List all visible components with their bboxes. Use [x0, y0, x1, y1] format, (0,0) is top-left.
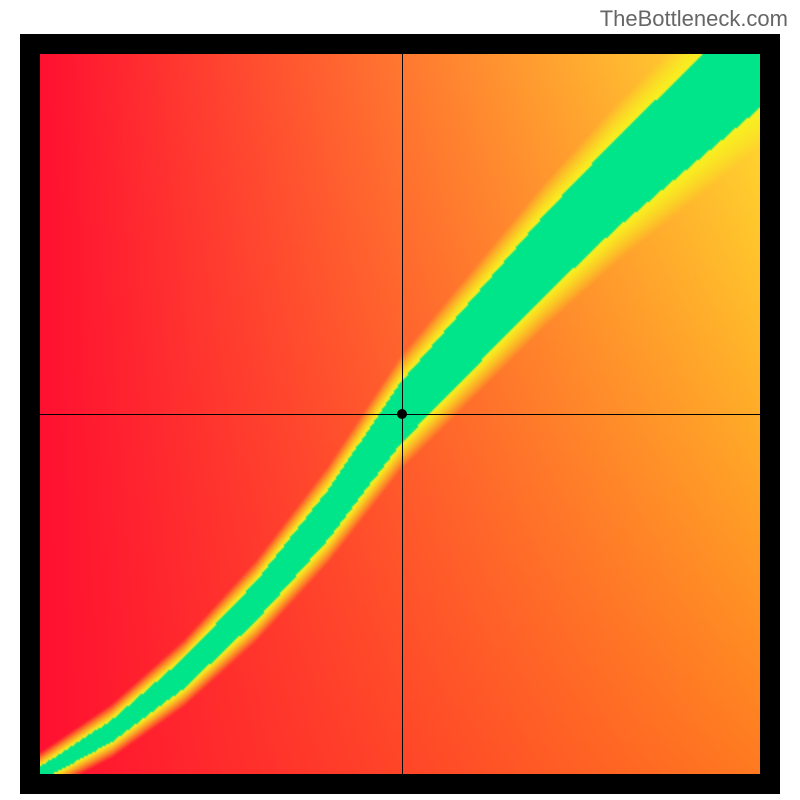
- plot-frame: [20, 34, 780, 794]
- plot-area: [40, 54, 760, 774]
- chart-container: TheBottleneck.com: [0, 0, 800, 800]
- heatmap-canvas: [40, 54, 760, 774]
- watermark-text: TheBottleneck.com: [600, 6, 788, 32]
